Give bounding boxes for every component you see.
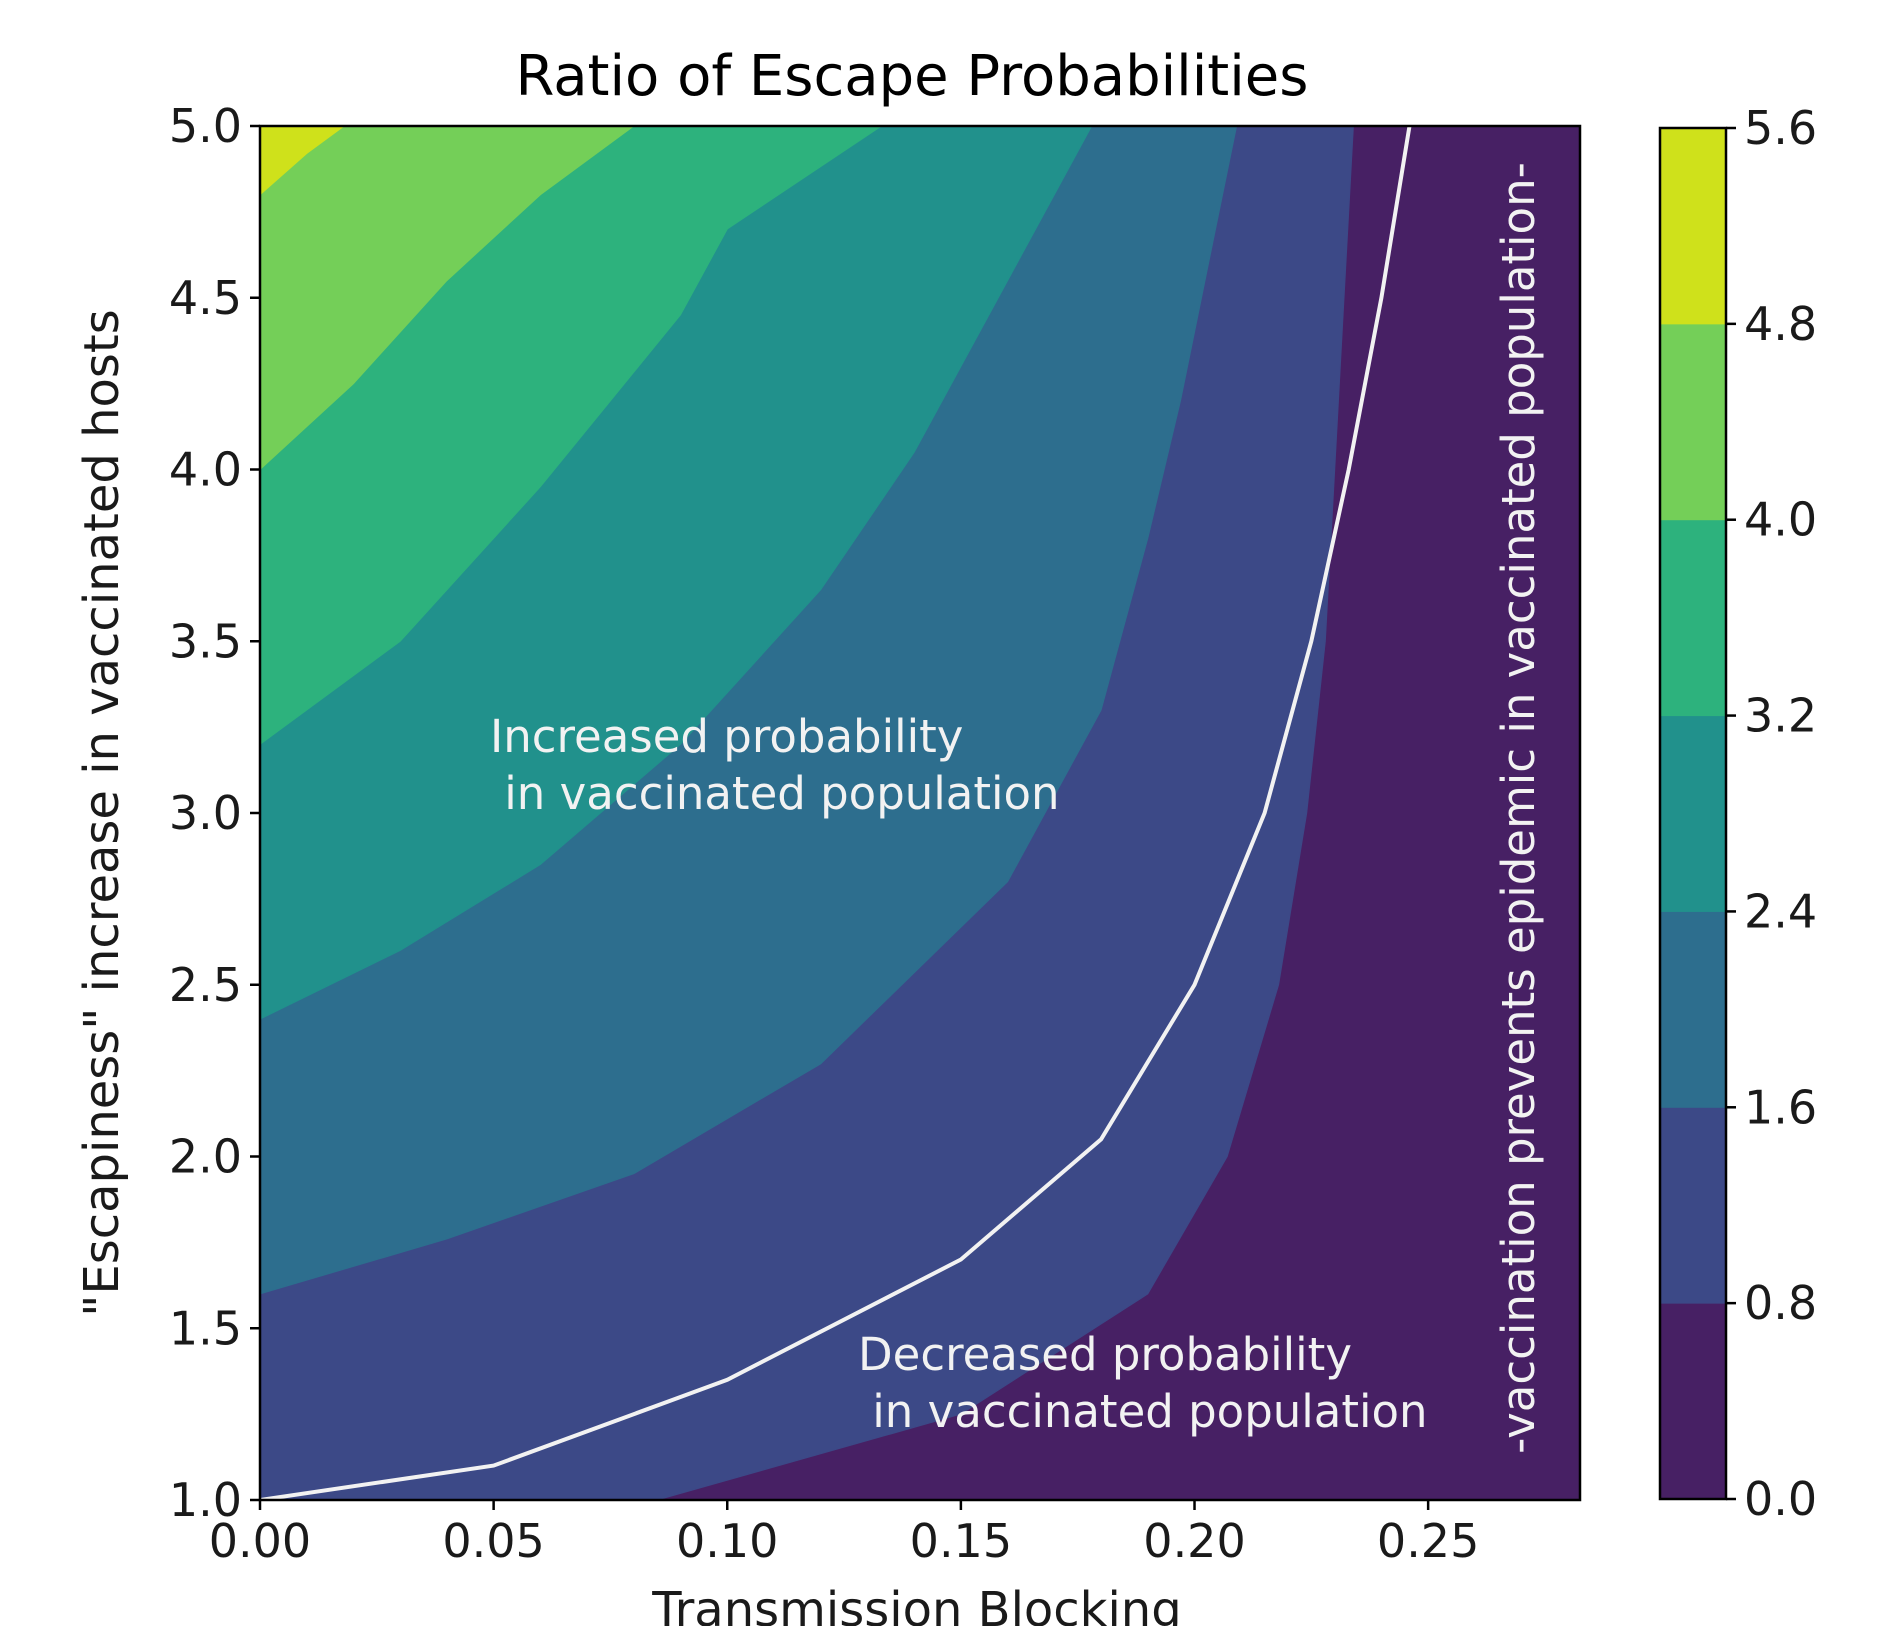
- colorbar-tick-label: 1.6: [1744, 1080, 1817, 1134]
- colorbar-segment: [1660, 715, 1726, 912]
- colorbar-tick-label: 2.4: [1744, 884, 1817, 938]
- annotation-increased-line-2: in vaccinated population: [490, 767, 1060, 820]
- contour-band-5: [260, 126, 635, 1500]
- colorbar-segment: [1660, 128, 1726, 325]
- contour-band-4: [260, 126, 883, 1500]
- colorbar-tick-label: 4.8: [1744, 297, 1817, 351]
- colorbar: 0.0 0.8 1.6 2.4 3.2 4.0 4.8 5.6: [1658, 101, 1817, 1526]
- x-tick-label: 0.05: [442, 1514, 544, 1568]
- colorbar-tick-label: 3.2: [1744, 689, 1817, 743]
- colorbar-tick-label: 0.8: [1744, 1276, 1817, 1330]
- annotation-decreased-line-2: in vaccinated population: [858, 1385, 1428, 1438]
- y-tick-label: 2.0: [169, 1130, 242, 1184]
- annotation-vertical: -vaccination prevents epidemic in vaccin…: [1492, 162, 1545, 1454]
- y-tick-label: 4.0: [169, 443, 242, 497]
- plot-area: [260, 126, 1580, 1500]
- y-tick-label: 1.0: [169, 1473, 242, 1527]
- x-tick-label: 0.25: [1377, 1514, 1479, 1568]
- x-axis-title: Transmission Blocking: [651, 1582, 1181, 1626]
- colorbar-frame: [1658, 126, 1728, 1501]
- x-tick-label: 0.20: [1143, 1514, 1245, 1568]
- threshold-line: [260, 126, 1412, 1500]
- y-axis: 1.0 1.5 2.0 2.5 3.0 3.5 4.0 4.5 5.0: [169, 99, 260, 1527]
- colorbar-segment: [1660, 519, 1726, 717]
- x-axis: 0.00 0.05 0.10 0.15 0.20 0.25: [209, 1500, 1479, 1568]
- colorbar-segment: [1660, 911, 1726, 1108]
- y-tick-label: 3.0: [169, 786, 242, 840]
- colorbar-segment: [1660, 323, 1726, 521]
- x-tick-label: 0.15: [910, 1514, 1012, 1568]
- y-tick-label: 1.5: [169, 1301, 242, 1355]
- y-tick-label: 4.5: [169, 271, 242, 325]
- colorbar-tick-label: 4.0: [1744, 493, 1817, 547]
- colorbar-segment: [1660, 1107, 1726, 1304]
- y-tick-label: 5.0: [169, 99, 242, 153]
- annotation-increased-line-1: Increased probability: [490, 710, 963, 763]
- y-tick-label: 3.5: [169, 614, 242, 668]
- annotation-decreased-line-1: Decreased probability: [858, 1328, 1352, 1381]
- annotation-decreased: Decreased probability in vaccinated popu…: [858, 1328, 1428, 1438]
- contour-band-6: [260, 126, 345, 1500]
- colorbar-tick-label: 0.0: [1744, 1472, 1817, 1526]
- x-tick-label: 0.00: [209, 1514, 311, 1568]
- colorbar-segment: [1660, 1303, 1726, 1500]
- chart-title: Ratio of Escape Probabilities: [516, 44, 1309, 109]
- x-tick-label: 0.10: [676, 1514, 778, 1568]
- y-axis-title: "Escapiness" increase in vaccinated host…: [74, 309, 130, 1316]
- y-tick-label: 2.5: [169, 958, 242, 1012]
- annotation-increased: Increased probability in vaccinated popu…: [490, 710, 1060, 820]
- colorbar-tick-label: 5.6: [1744, 101, 1817, 155]
